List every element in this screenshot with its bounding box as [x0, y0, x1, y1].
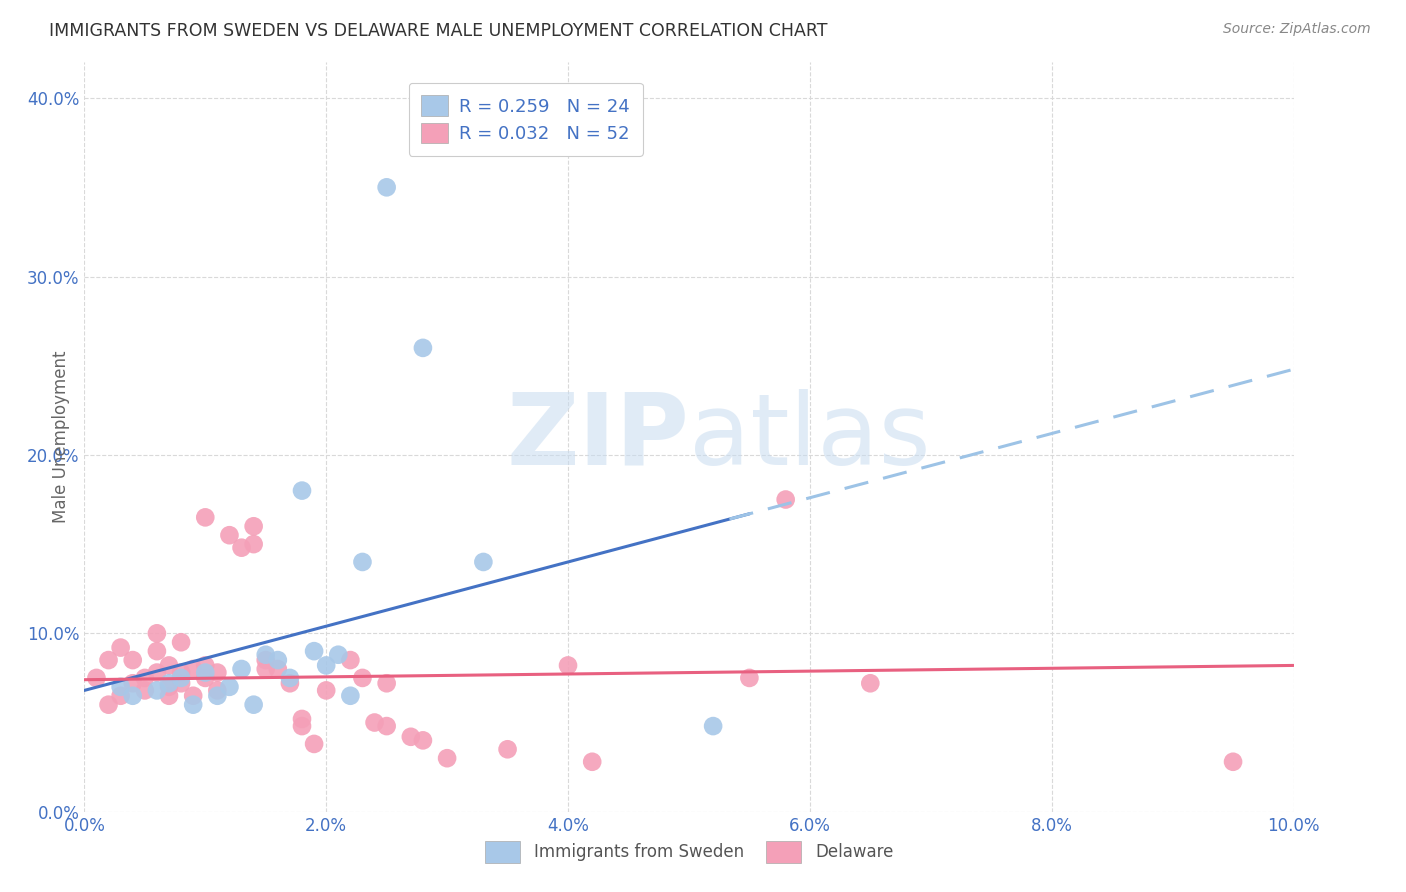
Point	[86, 671, 108, 685]
Point	[170, 635, 193, 649]
Point	[194, 665, 217, 680]
Point	[375, 719, 398, 733]
Point	[207, 665, 229, 680]
Y-axis label: Male Unemployment: Male Unemployment	[52, 351, 70, 524]
Point	[97, 698, 120, 712]
Point	[181, 698, 204, 712]
Point	[194, 658, 217, 673]
Point	[134, 683, 156, 698]
Point	[278, 671, 301, 685]
Point	[302, 737, 325, 751]
Point	[581, 755, 603, 769]
Point	[315, 683, 337, 698]
Point	[157, 658, 180, 673]
Point	[194, 510, 217, 524]
Point	[859, 676, 882, 690]
Point	[339, 689, 361, 703]
Point	[146, 665, 169, 680]
Point	[207, 683, 229, 698]
Point	[146, 626, 169, 640]
Point	[775, 492, 797, 507]
Point	[170, 665, 193, 680]
Text: Source: ZipAtlas.com: Source: ZipAtlas.com	[1223, 22, 1371, 37]
Point	[557, 658, 579, 673]
Legend: R = 0.259   N = 24, R = 0.032   N = 52: R = 0.259 N = 24, R = 0.032 N = 52	[409, 83, 643, 156]
Text: Delaware: Delaware	[815, 843, 894, 861]
Point	[218, 528, 240, 542]
Point	[339, 653, 361, 667]
Point	[496, 742, 519, 756]
Point	[267, 653, 290, 667]
Point	[146, 683, 169, 698]
Point	[231, 541, 253, 555]
Point	[97, 653, 120, 667]
Point	[218, 680, 240, 694]
Point	[207, 689, 229, 703]
Point	[242, 698, 264, 712]
Point	[472, 555, 495, 569]
Point	[315, 658, 337, 673]
Point	[363, 715, 385, 730]
Point	[170, 676, 193, 690]
Point	[291, 719, 314, 733]
Point	[231, 662, 253, 676]
Point	[157, 689, 180, 703]
Point	[267, 662, 290, 676]
Point	[181, 689, 204, 703]
Point	[146, 644, 169, 658]
Text: Immigrants from Sweden: Immigrants from Sweden	[534, 843, 744, 861]
Point	[110, 680, 132, 694]
Point	[291, 483, 314, 498]
Point	[242, 519, 264, 533]
Point	[254, 648, 277, 662]
Point	[328, 648, 350, 662]
Point	[412, 341, 434, 355]
Point	[170, 671, 193, 685]
Point	[412, 733, 434, 747]
Text: atlas: atlas	[689, 389, 931, 485]
Point	[352, 671, 374, 685]
Point	[157, 680, 180, 694]
Point	[278, 676, 301, 690]
Point	[352, 555, 374, 569]
Point	[181, 662, 204, 676]
Text: ZIP: ZIP	[506, 389, 689, 485]
Point	[134, 671, 156, 685]
Point	[738, 671, 761, 685]
Point	[702, 719, 724, 733]
Point	[121, 653, 143, 667]
Point	[375, 676, 398, 690]
Point	[375, 180, 398, 194]
Point	[242, 537, 264, 551]
Point	[194, 671, 217, 685]
Point	[254, 653, 277, 667]
Point	[302, 644, 325, 658]
Point	[399, 730, 422, 744]
Point	[436, 751, 458, 765]
Point	[254, 662, 277, 676]
Point	[1222, 755, 1244, 769]
Text: IMMIGRANTS FROM SWEDEN VS DELAWARE MALE UNEMPLOYMENT CORRELATION CHART: IMMIGRANTS FROM SWEDEN VS DELAWARE MALE …	[49, 22, 828, 40]
Point	[110, 689, 132, 703]
Point	[110, 640, 132, 655]
Point	[291, 712, 314, 726]
Point	[157, 676, 180, 690]
Point	[121, 676, 143, 690]
Point	[121, 689, 143, 703]
